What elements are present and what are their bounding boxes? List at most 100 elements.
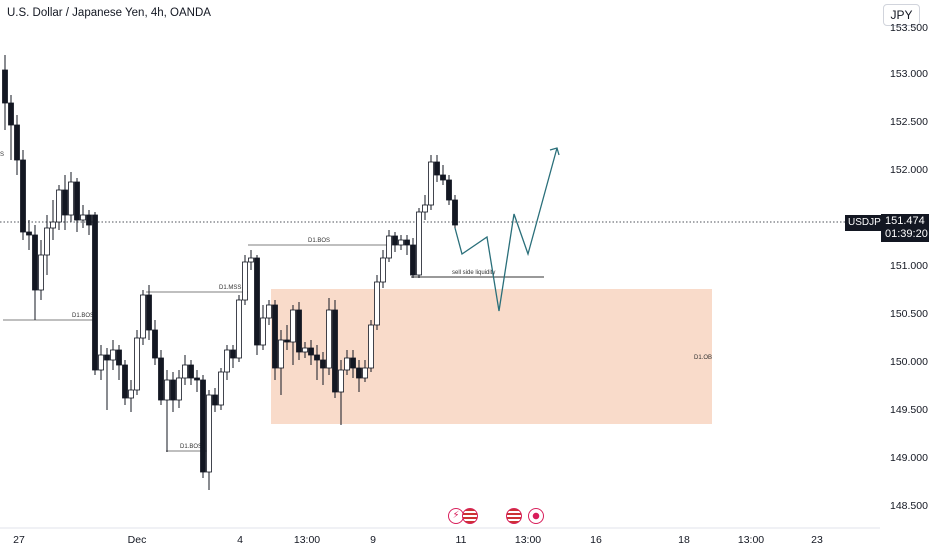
candle-up [236, 299, 242, 359]
price-axis-label: 148.500 [890, 500, 928, 512]
bos-label-1: D1.BOS [72, 313, 94, 319]
candle-down [392, 235, 398, 246]
candle-up [50, 221, 56, 229]
candle-up [386, 235, 392, 259]
candle-up [290, 309, 296, 343]
candle-down [104, 354, 110, 361]
candle-down [434, 161, 440, 176]
candle-up [344, 357, 350, 371]
candle-up [338, 369, 344, 393]
time-axis-label: 27 [13, 534, 25, 546]
time-axis-label: 13:00 [515, 534, 541, 546]
time-axis-label: 13:00 [294, 534, 320, 546]
sell-side-label: sell side liquidity [452, 270, 495, 276]
current-price-tag: 151.474 01:39:20 [881, 214, 929, 242]
candle-down [440, 174, 446, 181]
time-axis-label: 4 [237, 534, 243, 546]
mss-label: D1.MSS [219, 285, 241, 291]
red-event-icon[interactable] [528, 508, 544, 524]
candle-down [92, 214, 98, 371]
price-axis-label: 151.000 [890, 260, 928, 272]
price-axis-label: 152.000 [890, 164, 928, 176]
candle-down [284, 339, 290, 343]
candle-up [38, 254, 44, 291]
candle-down [146, 294, 152, 331]
candle-down [350, 357, 356, 369]
candle-up [260, 317, 266, 346]
price-axis-label: 150.500 [890, 308, 928, 320]
candle-down [122, 364, 128, 399]
price-axis-label: 152.500 [890, 116, 928, 128]
candle-down [188, 364, 194, 379]
currency-button[interactable]: JPY [883, 4, 920, 26]
candle-down [152, 329, 158, 359]
candle-down [332, 309, 338, 393]
candle-up [248, 257, 254, 263]
candle-up [218, 371, 224, 406]
candle-up [140, 294, 146, 339]
candle-down [320, 359, 326, 369]
candle-down [212, 394, 218, 406]
candle-up [224, 349, 230, 373]
order-block-label: D1.OB [694, 355, 712, 361]
price-axis-label: 150.000 [890, 356, 928, 368]
candle-up [206, 394, 212, 473]
candle-up [368, 324, 374, 369]
candle-up [398, 239, 404, 246]
candle-up [374, 281, 380, 326]
candle-down [356, 367, 362, 379]
candle-up [266, 304, 272, 319]
time-axis-label: 11 [456, 534, 467, 546]
candle-down [230, 349, 236, 359]
candle-down [446, 179, 452, 201]
time-axis-label: 16 [590, 534, 602, 546]
bar-countdown: 01:39:20 [885, 228, 928, 240]
candle-up [68, 181, 74, 216]
candle-down [308, 347, 314, 356]
candle-down [116, 349, 122, 366]
candle-up [278, 339, 284, 369]
candle-up [326, 309, 332, 369]
candle-down [314, 354, 320, 361]
candle-down [410, 244, 416, 276]
bos-label-2: D1.BOS [308, 238, 330, 244]
us-flag-icon[interactable] [462, 508, 478, 524]
time-axis-label: Dec [128, 534, 147, 546]
candle-down [194, 377, 200, 381]
candle-up [98, 354, 104, 371]
price-axis-label: 149.500 [890, 404, 928, 416]
candle-down [200, 379, 206, 473]
price-axis-label: 153.000 [890, 68, 928, 80]
candle-down [26, 231, 32, 236]
candle-down [14, 124, 20, 161]
candle-up [56, 189, 62, 223]
left-edge-label: S [0, 152, 4, 158]
candle-down [20, 159, 26, 233]
candle-up [422, 204, 428, 213]
us-flag-icon-2[interactable] [506, 508, 522, 524]
candle-down [158, 357, 164, 401]
candle-up [302, 347, 308, 353]
projection-path [454, 147, 558, 312]
candle-down [86, 214, 92, 226]
candle-up [242, 261, 248, 301]
candle-down [452, 199, 458, 226]
candle-down [74, 181, 80, 221]
candle-up [128, 389, 134, 399]
candle-down [254, 257, 260, 346]
candle-up [164, 379, 170, 401]
candle-up [176, 377, 182, 401]
candle-down [404, 239, 410, 246]
order-block-zone [271, 289, 712, 424]
candle-up [182, 364, 188, 379]
chart-title: U.S. Dollar / Japanese Yen, 4h, OANDA [7, 7, 211, 19]
candle-up [428, 161, 434, 206]
candle-down [170, 379, 176, 401]
price-axis-label: 149.000 [890, 452, 928, 464]
candle-down [296, 309, 302, 353]
candle-up [380, 257, 386, 283]
price-axis-label: 153.500 [890, 22, 928, 34]
flash-earnings-icon[interactable]: ⚡ [448, 508, 464, 524]
current-price-value: 151.474 [885, 215, 925, 227]
